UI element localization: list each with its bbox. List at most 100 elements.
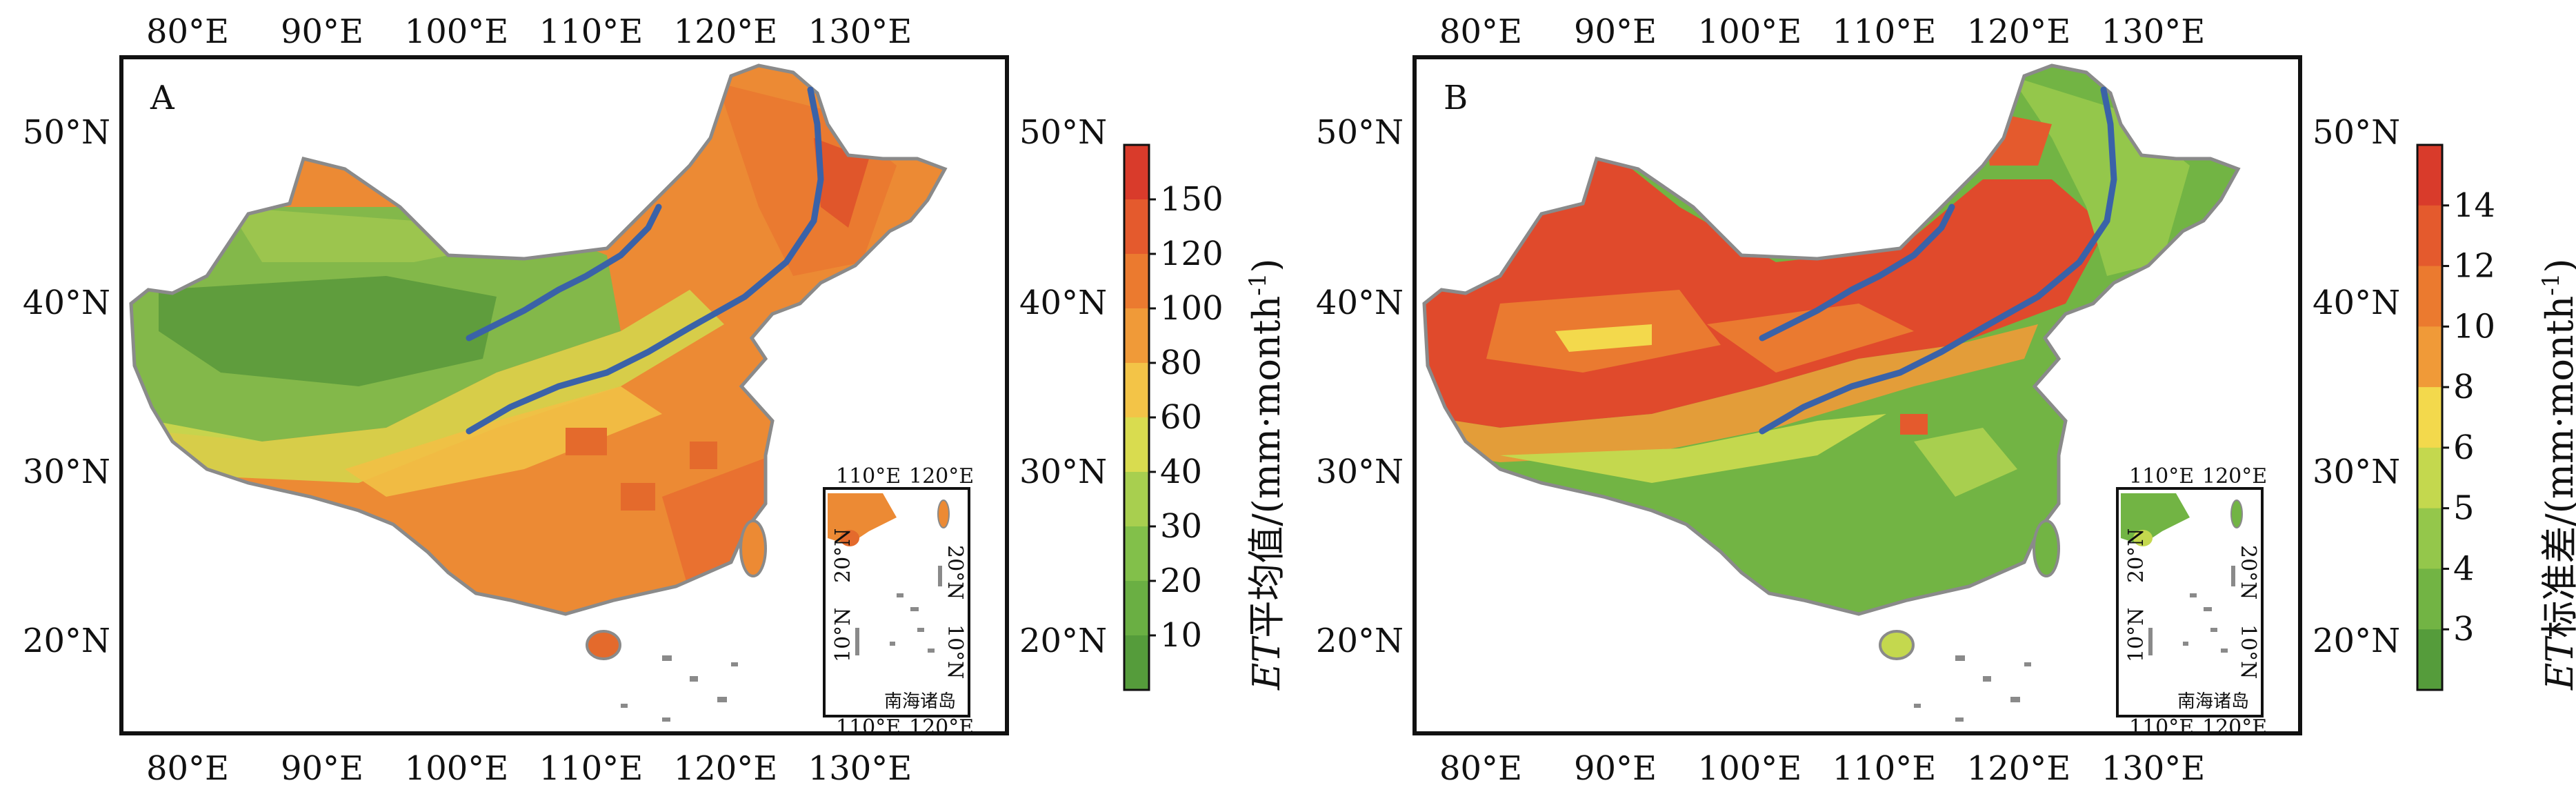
colorbar-label: 10 — [1160, 616, 1202, 655]
colorbar-swatch — [2417, 568, 2442, 630]
colorbar-label: 120 — [1160, 235, 1224, 273]
right-lat-tick: 50°N — [2313, 113, 2400, 152]
colorbar-swatch — [2417, 387, 2442, 448]
left-lat-tick: 40°N — [1316, 284, 1404, 322]
colorbar-label: 10 — [2453, 307, 2495, 346]
right-lat-ticks: 50°N 40°N 30°N 20°N — [2313, 113, 2400, 660]
inset-label: 南海诸岛 — [2177, 691, 2249, 712]
colorbar-swatch — [2417, 629, 2442, 691]
left-lat-tick: 50°N — [23, 113, 110, 152]
inset-top-tick-1: 110°E — [2129, 464, 2194, 488]
top-lon-tick: 80°E — [146, 12, 229, 51]
colorbar-swatch — [1124, 472, 1149, 527]
scattered-islands — [621, 655, 738, 722]
right-lat-tick: 40°N — [2313, 284, 2400, 322]
colorbar-label: 8 — [2453, 368, 2475, 406]
left-lat-tick: 30°N — [1316, 453, 1404, 491]
inset-top-tick-1: 110°E — [836, 464, 901, 488]
inset-right-tick-2: 10°N — [943, 624, 967, 679]
hainan-island — [1879, 630, 1915, 660]
inset-top-tick-2: 120°E — [909, 464, 974, 488]
bottom-lon-ticks: 80°E 90°E 100°E 110°E 120°E 130°E — [1439, 749, 2205, 788]
panel-b: 110°E 120°E 110°E 120°E 20°N 10°N 20°N 1… — [1293, 0, 2576, 792]
bottom-lon-ticks: 80°E 90°E 100°E 110°E 120°E 130°E — [146, 749, 912, 788]
colorbar-label: 3 — [2453, 610, 2475, 649]
map-b-svg: 110°E 120°E 110°E 120°E 20°N 10°N 20°N 1… — [1316, 12, 2576, 788]
bottom-lon-tick: 130°E — [2101, 749, 2206, 788]
colorbar-swatch — [1124, 526, 1149, 582]
right-lat-tick: 40°N — [1019, 284, 1107, 322]
inset-right-tick-1: 20°N — [2236, 545, 2260, 600]
colorbar-label: 14 — [2453, 186, 2495, 225]
top-lon-tick: 130°E — [808, 12, 912, 51]
left-lat-tick: 20°N — [1316, 622, 1404, 660]
colorbar-swatch — [2417, 266, 2442, 327]
top-lon-tick: 120°E — [674, 12, 778, 51]
boundary-line-north — [466, 204, 662, 341]
boundary-line-north — [1759, 204, 1955, 341]
bottom-lon-tick: 100°E — [1698, 749, 1802, 788]
top-lon-tick: 110°E — [539, 12, 643, 51]
right-lat-tick: 30°N — [1019, 453, 1107, 491]
left-lat-tick: 40°N — [23, 284, 110, 322]
inset-bottom-tick-2: 120°E — [909, 715, 974, 740]
bottom-lon-tick: 80°E — [1439, 749, 1522, 788]
colorbar-swatch — [2417, 145, 2442, 206]
colorbar-swatch — [1124, 199, 1149, 255]
colorbar: 14 12 10 8 6 5 4 3 — [2416, 143, 2495, 691]
colorbar-swatch — [1124, 145, 1149, 200]
colorbar-swatch — [2417, 508, 2442, 569]
bottom-lon-tick: 120°E — [674, 749, 778, 788]
colorbar-label: 6 — [2453, 428, 2475, 467]
top-lon-tick: 100°E — [405, 12, 509, 51]
inset-left-tick-2: 10°N — [831, 608, 855, 662]
top-lon-ticks: 80°E 90°E 100°E 110°E 120°E 130°E — [1439, 12, 2205, 51]
colorbar-label: 30 — [1160, 507, 1202, 546]
inset-south-china-sea: 110°E 120°E 110°E 120°E 20°N 10°N 20°N 1… — [823, 464, 974, 740]
bottom-lon-tick: 120°E — [1967, 749, 2071, 788]
map-a-svg: 110°E 120°E 110°E 120°E 20°N 10°N 20°N 1… — [23, 12, 1283, 788]
colorbar-label: 150 — [1160, 180, 1224, 219]
top-lon-tick: 90°E — [1574, 12, 1657, 51]
colorbar-label: 60 — [1160, 398, 1202, 437]
inset-left-tick-1: 20°N — [831, 528, 855, 583]
colorbar-label: 4 — [2453, 549, 2475, 588]
colorbar-swatch — [1124, 308, 1149, 364]
top-lon-ticks: 80°E 90°E 100°E 110°E 120°E 130°E — [146, 12, 912, 51]
top-lon-tick: 110°E — [1833, 12, 1937, 51]
top-lon-tick: 100°E — [1698, 12, 1802, 51]
colorbar-label: 5 — [2453, 489, 2475, 528]
inset-bottom-tick-2: 120°E — [2202, 715, 2267, 740]
boundary-line-south — [466, 86, 824, 435]
bottom-lon-tick: 130°E — [808, 749, 912, 788]
panel-letter: B — [1444, 79, 1468, 117]
bottom-lon-tick: 90°E — [1574, 749, 1657, 788]
colorbar: 150 120 100 80 60 40 30 20 10 — [1123, 143, 1224, 691]
boundary-line-south — [1759, 86, 2117, 435]
colorbar-label: 100 — [1160, 289, 1224, 328]
china-boundary — [1422, 63, 2241, 616]
panel-a: 110°E 120°E 110°E 120°E 20°N 10°N 20°N 1… — [0, 0, 1283, 792]
right-lat-tick: 20°N — [1019, 622, 1107, 660]
inset-right-tick-1: 20°N — [943, 545, 967, 600]
inset-south-china-sea: 110°E 120°E 110°E 120°E 20°N 10°N 20°N 1… — [2116, 464, 2267, 740]
top-lon-tick: 90°E — [281, 12, 363, 51]
left-lat-tick: 30°N — [23, 453, 110, 491]
colorbar-title: ET平均值/(mm·month-1) — [1244, 259, 1283, 691]
panel-letter: A — [150, 79, 175, 117]
colorbar-title: ET标准差/(mm·month-1) — [2537, 259, 2576, 691]
colorbar-swatch — [1124, 635, 1149, 691]
inset-bottom-tick-1: 110°E — [836, 715, 901, 740]
bottom-lon-tick: 110°E — [1833, 749, 1937, 788]
colorbar-label: 12 — [2453, 247, 2495, 286]
right-lat-tick: 20°N — [2313, 622, 2400, 660]
scattered-islands — [1914, 655, 2031, 722]
taiwan-island — [739, 519, 767, 577]
colorbar-label: 80 — [1160, 344, 1202, 382]
colorbar-label: 40 — [1160, 453, 1202, 491]
inset-bottom-tick-1: 110°E — [2129, 715, 2194, 740]
bottom-lon-tick: 110°E — [539, 749, 643, 788]
left-lat-ticks: 50°N 40°N 30°N 20°N — [1316, 113, 1404, 660]
colorbar-swatch — [2417, 447, 2442, 509]
right-lat-tick: 50°N — [1019, 113, 1107, 152]
